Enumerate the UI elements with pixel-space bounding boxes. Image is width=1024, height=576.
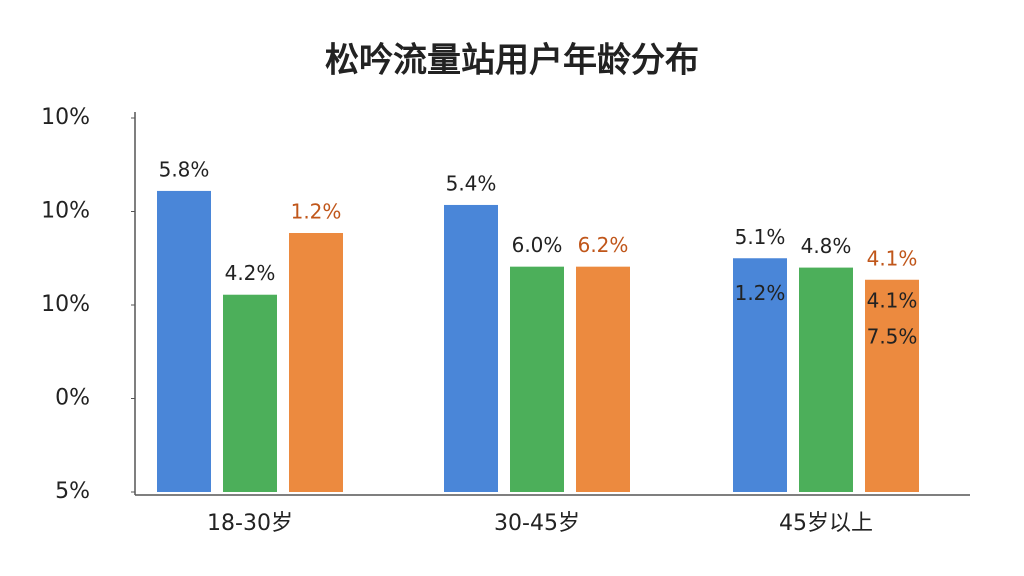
x-tick-label: 30-45岁 xyxy=(494,511,580,536)
bar xyxy=(289,233,343,492)
bar-annotation: 6.2% xyxy=(578,233,629,257)
bar xyxy=(733,258,787,492)
bar-annotation: 7.5% xyxy=(867,324,918,348)
bar-annotation: 4.2% xyxy=(225,261,276,285)
bar xyxy=(865,279,919,492)
bar xyxy=(510,266,564,492)
bar xyxy=(223,294,277,492)
bar-annotation: 4.1% xyxy=(867,288,918,312)
x-tick-label: 18-30岁 xyxy=(207,511,293,536)
y-tick-label: 0% xyxy=(55,386,90,411)
bar xyxy=(799,267,853,492)
y-tick-label: 10% xyxy=(41,199,90,224)
bar-annotation: 5.1% xyxy=(735,225,786,249)
bar xyxy=(576,266,630,492)
bar xyxy=(157,190,211,492)
y-tick-label: 10% xyxy=(41,292,90,317)
bar xyxy=(444,204,498,492)
bar-annotation: 4.1% xyxy=(867,246,918,270)
y-tick-label: 10% xyxy=(41,105,90,130)
bar-annotation: 4.8% xyxy=(801,234,852,258)
bar-annotation: 5.8% xyxy=(159,157,210,181)
x-tick-label: 45岁以上 xyxy=(779,511,873,536)
bar-annotation: 1.2% xyxy=(735,281,786,305)
chart-title: 松吟流量站用户年龄分布 xyxy=(325,41,699,81)
y-tick-label: 5% xyxy=(55,479,90,504)
bar-annotation: 6.0% xyxy=(512,233,563,257)
bar-annotation: 1.2% xyxy=(291,200,342,224)
bar-annotation: 5.4% xyxy=(446,171,497,195)
